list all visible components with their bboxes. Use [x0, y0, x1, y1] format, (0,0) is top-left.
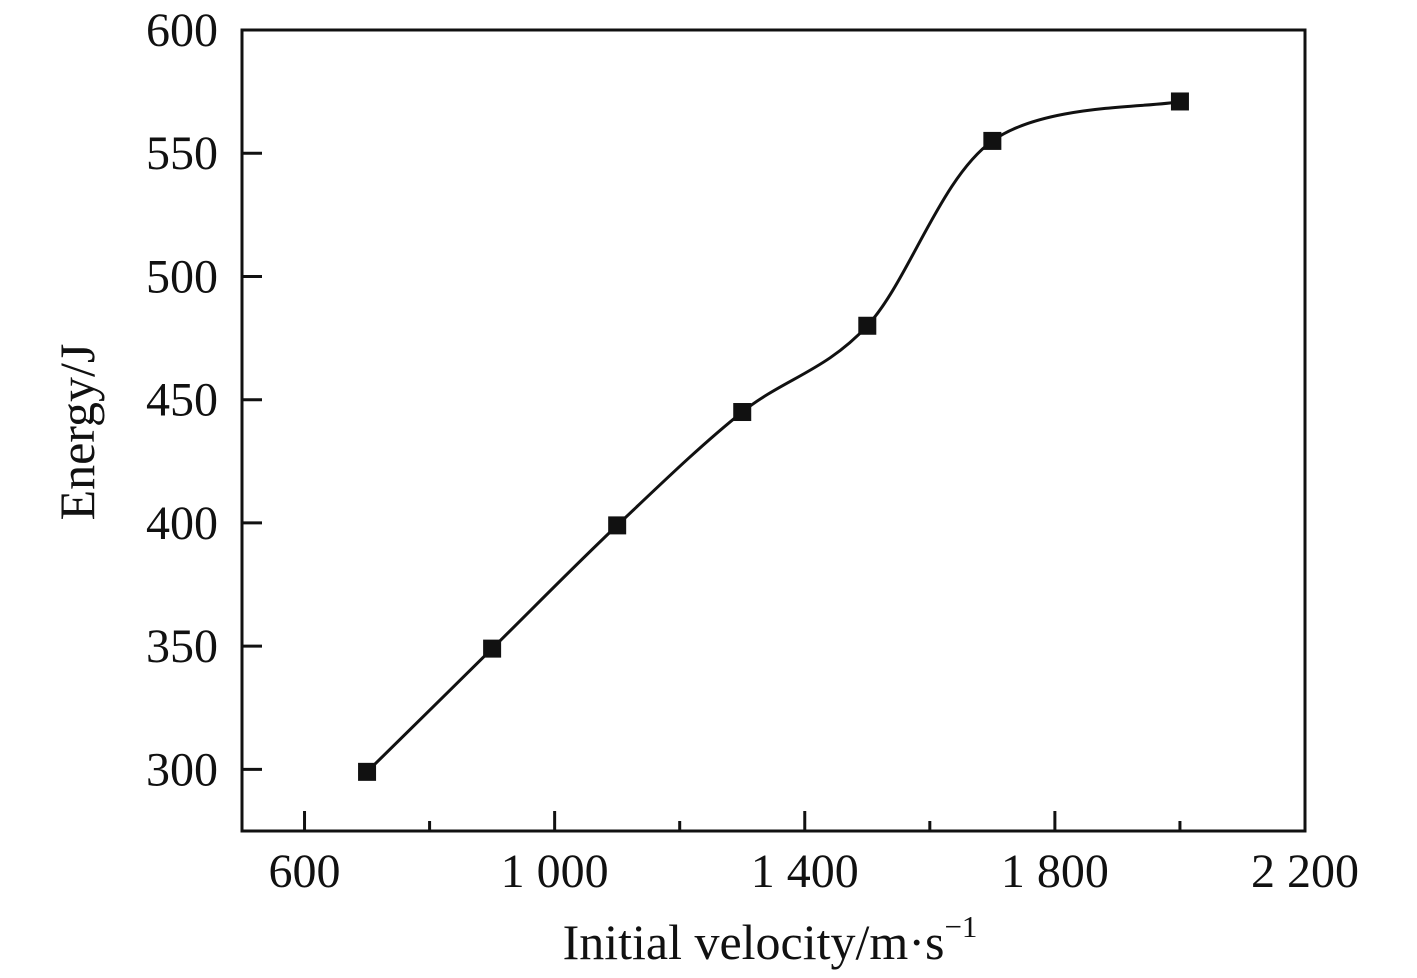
- x-axis-label-superscript: −1: [944, 909, 977, 944]
- data-point-marker: [608, 516, 627, 535]
- data-point-marker: [358, 762, 377, 781]
- y-tick-label: 500: [146, 250, 218, 303]
- y-tick-label: 550: [146, 127, 218, 180]
- data-point-marker: [483, 639, 502, 658]
- data-point-marker: [858, 316, 877, 335]
- data-point-marker: [1170, 92, 1189, 111]
- tick-labels-group: 300 350 400 450 500 550 600 600 1 000 1 400 1 800 2…: [146, 4, 1359, 898]
- data-point-marker: [733, 403, 752, 422]
- x-tick-label: 1 800: [1001, 845, 1109, 898]
- markers-group: [358, 92, 1189, 781]
- y-tick-label: 450: [146, 374, 218, 427]
- data-point-marker: [983, 131, 1002, 150]
- y-axis-label: Energy/J: [49, 344, 105, 521]
- x-tick-label: 2 200: [1251, 845, 1359, 898]
- y-tick-label: 600: [146, 4, 218, 57]
- y-tick-label: 400: [146, 497, 218, 550]
- x-tick-label: 1 000: [501, 845, 609, 898]
- x-tick-label: 600: [269, 845, 341, 898]
- y-tick-label: 350: [146, 620, 218, 673]
- ticks-group: [242, 28, 1307, 831]
- x-tick-label: 1 400: [751, 845, 859, 898]
- plot-frame-group: [240, 28, 1307, 833]
- x-axis-label: Initial velocity/m·s−1: [563, 909, 978, 970]
- series-line: [366, 100, 1181, 773]
- plot-frame: [240, 28, 1307, 833]
- series-group: [366, 100, 1181, 773]
- y-tick-label: 300: [146, 743, 218, 796]
- x-axis-label-text: Initial velocity/m·s: [563, 914, 945, 970]
